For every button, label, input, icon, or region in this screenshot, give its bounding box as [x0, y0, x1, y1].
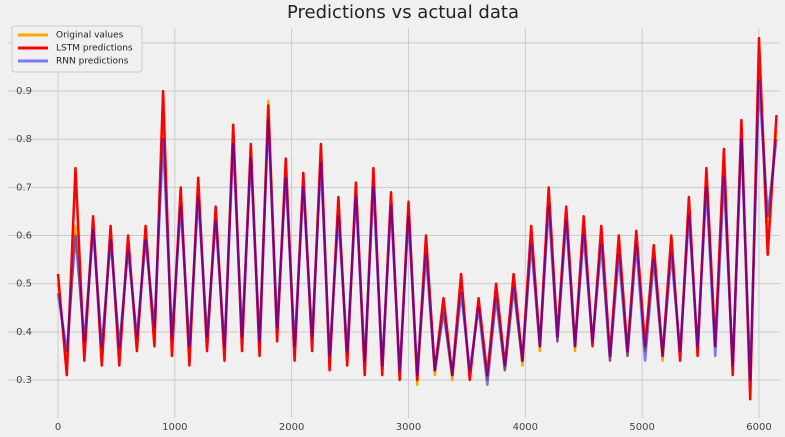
y-tick-label: 0.5 — [16, 279, 32, 290]
x-tick-label: 2000 — [279, 422, 304, 433]
x-tick-label: 3000 — [396, 422, 421, 433]
y-tick-label: 0.8 — [16, 134, 32, 145]
x-tick-label: 4000 — [513, 422, 538, 433]
y-tick-label: 0.9 — [16, 86, 32, 97]
y-tick-label: 0.4 — [16, 327, 32, 338]
x-tick-label: 0 — [55, 422, 61, 433]
x-tick-label: 1000 — [162, 422, 187, 433]
series-line — [56, 80, 778, 387]
legend-label: RNN predictions — [56, 57, 129, 67]
legend-label: Original values — [56, 31, 124, 41]
y-tick-label: 0.6 — [16, 231, 32, 242]
x-tick-label: 5000 — [629, 422, 654, 433]
y-tick-label: 0.3 — [16, 375, 32, 386]
chart-title: Predictions vs actual data — [287, 2, 519, 23]
legend-label: LSTM predictions — [56, 44, 133, 54]
legend: Original values LSTM predictions RNN predi… — [11, 25, 143, 73]
y-tick-label: 0.7 — [16, 182, 32, 193]
x-tick-label: 6000 — [746, 422, 771, 433]
